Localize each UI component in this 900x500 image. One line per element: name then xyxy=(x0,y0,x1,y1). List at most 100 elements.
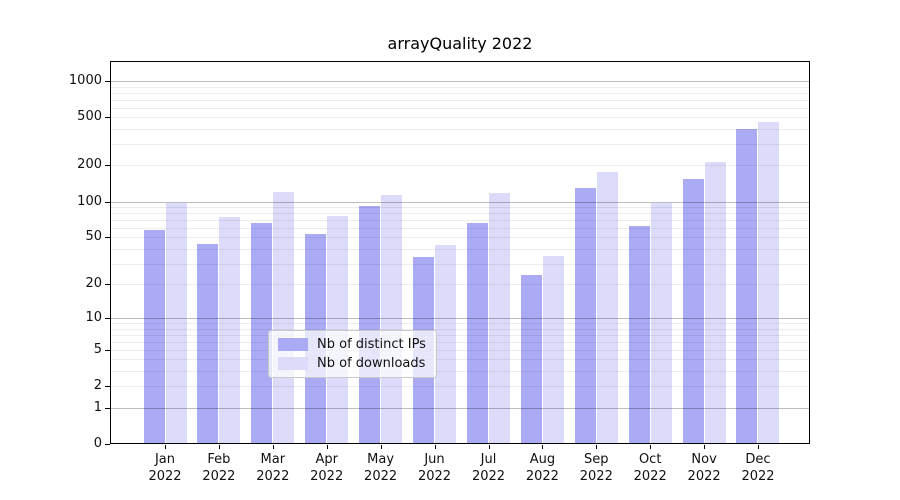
y-tick-label: 2 xyxy=(93,378,102,394)
bar-downloads xyxy=(758,121,780,444)
x-tick-year: 2022 xyxy=(202,469,236,484)
x-tick-year: 2022 xyxy=(579,469,613,484)
x-tick-mark xyxy=(758,445,759,449)
x-tick-year: 2022 xyxy=(148,469,182,484)
x-tick-label: Jul 2022 xyxy=(459,451,519,485)
y-tick-label: 0 xyxy=(93,436,102,451)
bar-distinct-ips xyxy=(736,129,758,444)
x-tick-mark xyxy=(596,445,598,449)
bar-distinct-ips xyxy=(682,178,704,444)
gridline-minor xyxy=(110,144,810,146)
x-tick-label: Jun 2022 xyxy=(405,451,465,485)
y-tick-label: 1 xyxy=(93,399,102,415)
y-tick-label: 5 xyxy=(93,341,102,357)
bar-downloads xyxy=(488,192,510,444)
y-tick-mark xyxy=(105,81,110,82)
x-tick-month: Aug xyxy=(529,452,556,467)
x-tick-year: 2022 xyxy=(471,469,506,484)
x-tick-month: Jun xyxy=(424,452,445,467)
bar-downloads xyxy=(165,202,187,444)
x-tick-mark xyxy=(218,445,220,449)
x-tick-mark xyxy=(380,445,382,449)
gridline-minor xyxy=(110,107,810,109)
gridline-minor xyxy=(110,99,810,101)
x-tick-mark xyxy=(326,445,328,449)
gridline-major xyxy=(110,81,810,82)
bar-downloads xyxy=(596,172,618,444)
y-tick-label: 100 xyxy=(77,193,102,209)
y-tick-mark xyxy=(105,284,110,285)
bar-downloads xyxy=(435,245,457,444)
x-tick-mark xyxy=(488,445,490,449)
gridline-minor xyxy=(110,92,810,94)
bar-distinct-ips xyxy=(628,225,650,444)
x-tick-mark xyxy=(704,445,706,449)
x-tick-month: Sep xyxy=(584,452,609,467)
y-tick-label: 50 xyxy=(85,229,102,245)
legend-item: Nb of distinct IPs xyxy=(278,337,426,352)
x-tick-year: 2022 xyxy=(741,469,775,484)
x-tick-label: Oct 2022 xyxy=(620,451,680,485)
x-tick-mark xyxy=(542,445,544,449)
x-tick-label: Sep 2022 xyxy=(566,451,626,485)
y-tick-mark xyxy=(105,237,110,239)
bar-distinct-ips xyxy=(520,274,542,444)
x-tick-year: 2022 xyxy=(525,469,559,484)
gridline-minor xyxy=(110,117,810,119)
y-tick-mark xyxy=(105,349,110,351)
bar-downloads xyxy=(704,161,726,444)
y-tick-label: 20 xyxy=(85,276,102,291)
y-tick-mark xyxy=(105,386,110,388)
y-tick-mark xyxy=(105,444,110,445)
y-tick-label: 10 xyxy=(85,310,102,325)
legend-swatch-downloads xyxy=(278,357,308,370)
bar-distinct-ips xyxy=(574,187,596,444)
x-tick-month: Jan xyxy=(154,452,176,467)
gridline-minor xyxy=(110,129,810,131)
bar-downloads xyxy=(650,203,672,444)
x-tick-label: Apr 2022 xyxy=(297,451,357,485)
y-tick-mark xyxy=(105,117,110,119)
legend-swatch-distinct-ips xyxy=(278,338,308,351)
x-tick-label: Feb 2022 xyxy=(189,451,249,485)
x-tick-year: 2022 xyxy=(364,469,398,484)
y-tick-mark xyxy=(105,318,110,319)
x-tick-month: Oct xyxy=(638,452,662,467)
legend-item: Nb of downloads xyxy=(278,356,426,371)
x-tick-month: Mar xyxy=(260,452,286,467)
legend-label: Nb of distinct IPs xyxy=(317,337,426,352)
x-tick-year: 2022 xyxy=(633,469,667,484)
x-tick-year: 2022 xyxy=(417,469,452,484)
bar-downloads xyxy=(327,215,349,444)
x-tick-mark xyxy=(272,445,274,449)
bar-distinct-ips xyxy=(197,244,219,444)
x-tick-month: Feb xyxy=(207,452,231,467)
x-tick-label: Mar 2022 xyxy=(243,451,303,485)
chart-title: arrayQuality 2022 xyxy=(387,34,533,53)
bar-distinct-ips xyxy=(359,206,381,444)
y-tick-label: 500 xyxy=(77,109,102,125)
x-tick-month: Apr xyxy=(315,452,338,467)
bar-distinct-ips xyxy=(251,223,273,444)
x-tick-label: Nov 2022 xyxy=(674,451,734,485)
x-tick-year: 2022 xyxy=(687,469,721,484)
legend-label: Nb of downloads xyxy=(317,356,426,371)
plot-area xyxy=(110,61,810,444)
y-tick-mark xyxy=(105,201,110,203)
bar-downloads xyxy=(381,195,403,444)
bar-distinct-ips xyxy=(466,223,488,444)
x-tick-month: May xyxy=(367,452,395,467)
x-tick-label: Aug 2022 xyxy=(512,451,572,485)
x-tick-month: Nov xyxy=(691,452,717,467)
y-tick-label: 200 xyxy=(77,157,102,173)
bar-downloads xyxy=(273,192,295,444)
x-tick-year: 2022 xyxy=(310,469,344,484)
x-tick-mark xyxy=(434,445,436,449)
y-tick-mark xyxy=(105,407,110,409)
x-tick-year: 2022 xyxy=(256,469,290,484)
y-tick-label: 1000 xyxy=(68,73,102,88)
bar-downloads xyxy=(219,217,241,444)
x-tick-label: Jan 2022 xyxy=(135,451,195,485)
x-tick-mark xyxy=(165,445,166,449)
